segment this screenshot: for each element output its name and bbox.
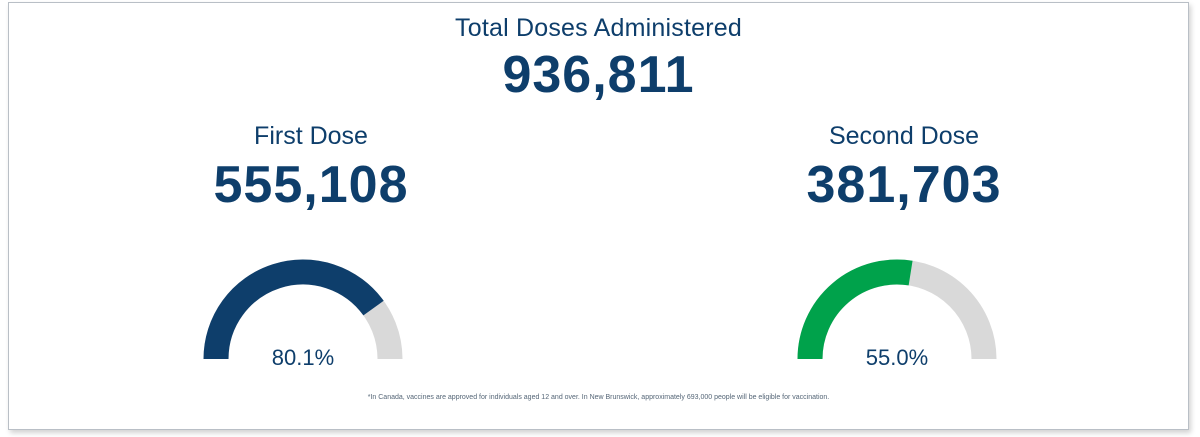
first-dose-section: First Dose 555,108	[151, 121, 471, 215]
first-dose-gauge-fill	[203, 259, 384, 360]
second-dose-value: 381,703	[806, 156, 1002, 214]
first-dose-value: 555,108	[213, 156, 409, 214]
second-dose-title: Second Dose	[828, 122, 980, 150]
dashboard-panel: Total Doses Administered 936,811 First D…	[8, 2, 1189, 430]
total-doses-section: Total Doses Administered 936,811	[9, 13, 1188, 105]
second-dose-gauge-fill	[797, 259, 913, 360]
first-dose-percent: 80.1%	[271, 345, 335, 370]
first-dose-title: First Dose	[254, 122, 368, 150]
footnote: *In Canada, vaccines are approved for in…	[367, 394, 830, 401]
second-dose-gauge: 55.0%	[797, 253, 997, 373]
second-dose-percent: 55.0%	[865, 345, 929, 370]
first-dose-gauge: 80.1%	[203, 253, 403, 373]
second-dose-gauge-svg	[797, 259, 997, 360]
total-doses-value: 936,811	[502, 46, 695, 104]
total-doses-title: Total Doses Administered	[455, 14, 742, 42]
second-dose-section: Second Dose 381,703	[744, 121, 1064, 215]
first-dose-gauge-svg	[203, 259, 403, 360]
